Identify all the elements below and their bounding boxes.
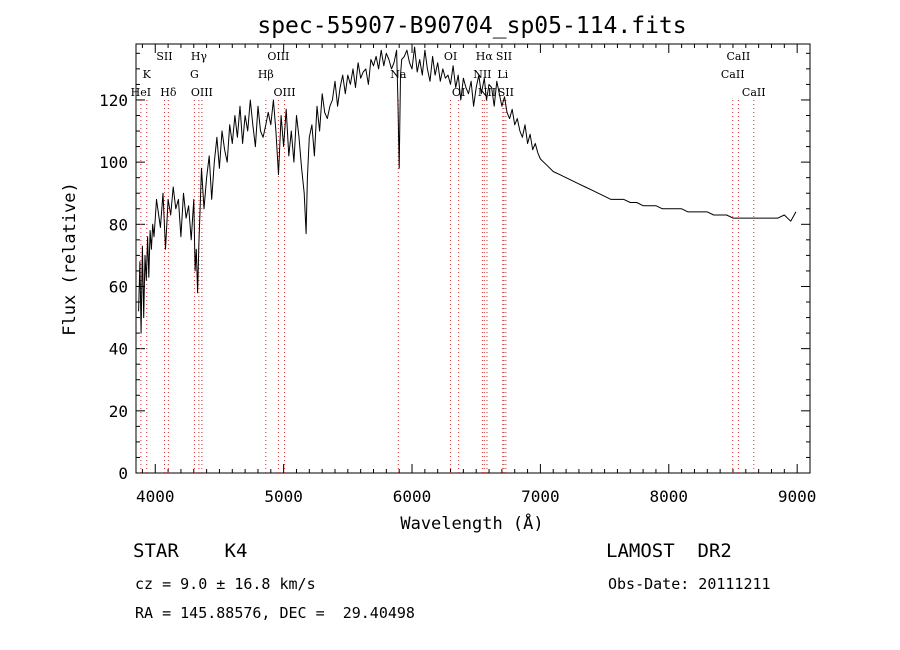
- spectral-line-label: G: [190, 68, 199, 81]
- y-tick-label: 120: [99, 91, 128, 110]
- spectral-line-label: Na: [390, 68, 407, 81]
- plot-frame: [135, 43, 811, 474]
- y-axis-label: Flux (relative): [60, 182, 80, 336]
- spectral-line-label: Hγ: [191, 50, 208, 63]
- chart-title: spec-55907-B90704_sp05-114.fits: [257, 13, 686, 39]
- y-tick-label: 60: [109, 277, 128, 296]
- spectral-line-label: Hα: [476, 50, 494, 63]
- x-tick-label: 9000: [778, 487, 817, 506]
- spectral-line-label: SII: [156, 50, 172, 63]
- spectral-line-label: SII: [496, 50, 512, 63]
- spectral-line-label: K: [143, 68, 152, 81]
- spectral-line-label: CaII: [727, 50, 751, 63]
- x-axis-label: Wavelength (Å): [400, 512, 543, 534]
- spectral-line-label: OIII: [191, 86, 213, 99]
- x-tick-label: 8000: [650, 487, 689, 506]
- spectral-line-label: SII: [498, 86, 514, 99]
- y-tick-label: 100: [99, 153, 128, 172]
- spectral-line-label: OI: [444, 50, 457, 63]
- object-class-text: STAR K4: [133, 540, 248, 562]
- survey-text: LAMOST DR2: [606, 540, 732, 562]
- coordinates-text: RA = 145.88576, DEC = 29.40498: [135, 604, 415, 622]
- spectral-line-label: CaII: [721, 68, 745, 81]
- spectral-line-label: CaII: [742, 86, 766, 99]
- x-tick-label: 7000: [521, 487, 560, 506]
- spectral-line-label: OIII: [274, 86, 296, 99]
- redshift-text: cz = 9.0 ± 16.8 km/s: [135, 575, 316, 593]
- y-tick-label: 40: [109, 340, 128, 359]
- obs-date-text: Obs-Date: 20111211: [608, 575, 771, 593]
- spectral-line-label: OIII: [267, 50, 289, 63]
- spectral-line-label: HeI: [131, 86, 151, 99]
- spectrum-line: [138, 46, 797, 334]
- x-tick-label: 6000: [393, 487, 432, 506]
- y-tick-label: 0: [118, 464, 128, 483]
- y-tick-label: 20: [109, 402, 128, 421]
- x-tick-label: 5000: [264, 487, 303, 506]
- x-tick-label: 4000: [136, 487, 175, 506]
- spectral-line-label: Hδ: [160, 86, 177, 99]
- spectral-line-label: Hβ: [258, 68, 274, 81]
- spectral-line-label: Li: [497, 68, 508, 81]
- spectral-line-label: OI: [452, 86, 465, 99]
- y-tick-label: 80: [109, 215, 128, 234]
- spectral-line-label: NII: [473, 68, 491, 81]
